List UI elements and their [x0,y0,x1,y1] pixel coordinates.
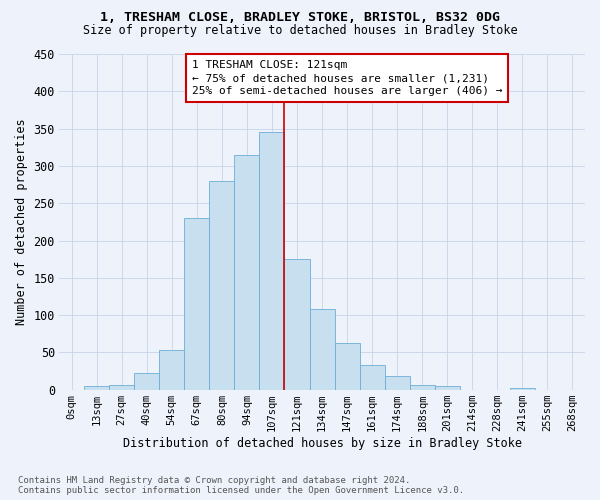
Bar [84,386,109,390]
Text: Size of property relative to detached houses in Bradley Stoke: Size of property relative to detached ho… [83,24,517,37]
Y-axis label: Number of detached properties: Number of detached properties [15,118,28,325]
Bar [184,218,209,390]
X-axis label: Distribution of detached houses by size in Bradley Stoke: Distribution of detached houses by size … [122,437,521,450]
Bar [259,132,284,390]
Bar [335,343,359,390]
Bar [359,365,385,390]
Bar [435,386,460,390]
Bar [159,350,184,390]
Bar [385,376,410,390]
Text: Contains HM Land Registry data © Crown copyright and database right 2024.
Contai: Contains HM Land Registry data © Crown c… [18,476,464,495]
Bar [410,386,435,390]
Bar [284,259,310,390]
Bar [310,309,335,390]
Bar [134,374,159,390]
Text: 1, TRESHAM CLOSE, BRADLEY STOKE, BRISTOL, BS32 0DG: 1, TRESHAM CLOSE, BRADLEY STOKE, BRISTOL… [100,11,500,24]
Bar [510,388,535,390]
Bar [209,181,235,390]
Text: 1 TRESHAM CLOSE: 121sqm
← 75% of detached houses are smaller (1,231)
25% of semi: 1 TRESHAM CLOSE: 121sqm ← 75% of detache… [192,60,502,96]
Bar [235,154,259,390]
Bar [109,384,134,390]
